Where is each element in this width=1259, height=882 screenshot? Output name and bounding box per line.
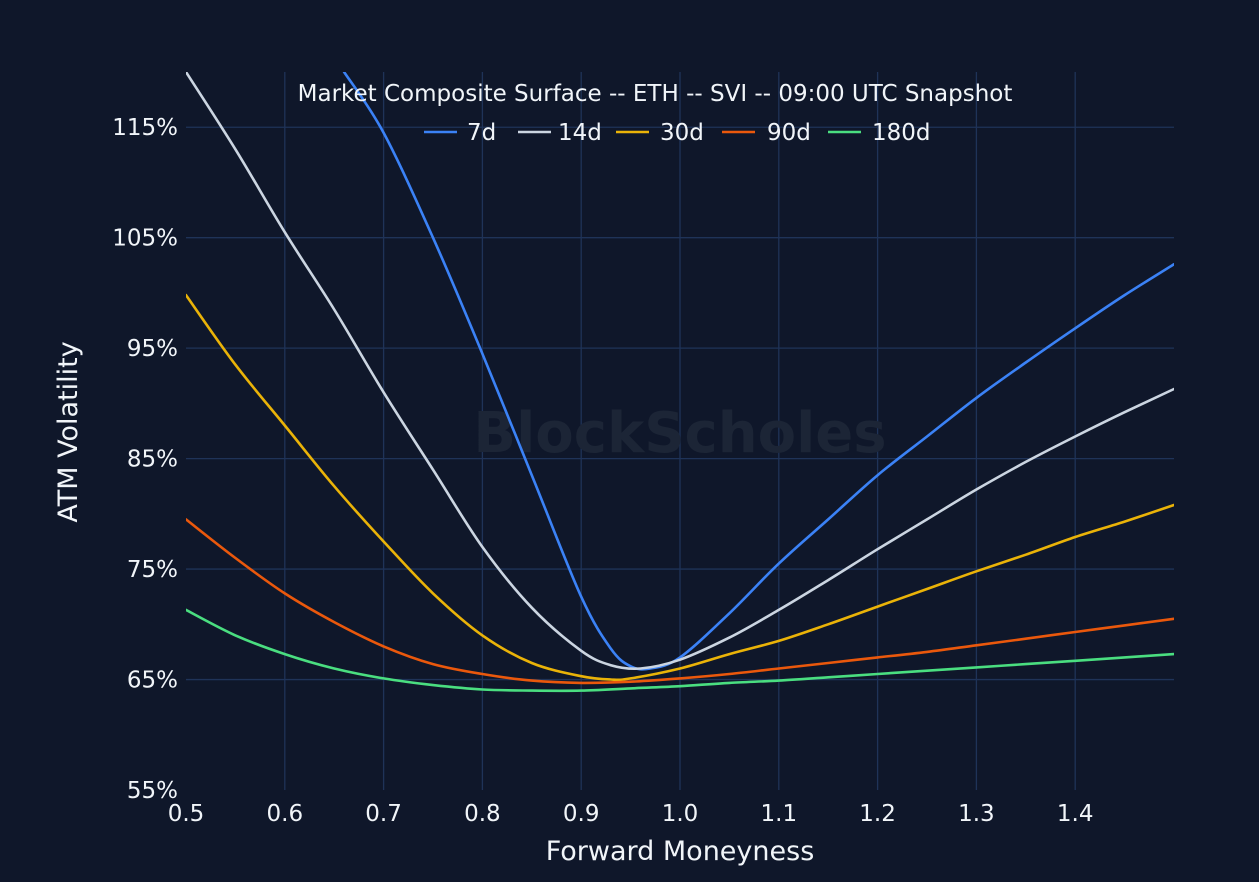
y-tick-label: 65% [127, 668, 178, 694]
x-tick-label: 0.7 [365, 801, 402, 827]
x-tick-label: 1.0 [662, 801, 699, 827]
series-line-180d [186, 608, 1174, 693]
watermark: BlockScholes [473, 401, 886, 466]
series-line-14d [186, 72, 1174, 671]
x-tick-label: 0.8 [464, 801, 501, 827]
series-lines [186, 72, 1174, 693]
x-tick-label: 0.9 [563, 801, 600, 827]
y-tick-label: 105% [112, 226, 178, 252]
y-tick-label: 85% [127, 447, 178, 473]
y-tick-label: 95% [127, 336, 178, 362]
legend-label-7d: 7d [467, 120, 496, 146]
y-tick-label: 115% [112, 115, 178, 141]
y-axis-title: ATM Volatility [53, 341, 84, 522]
legend-label-30d: 30d [660, 120, 704, 146]
legend-label-14d: 14d [558, 120, 602, 146]
x-tick-label: 1.3 [958, 801, 995, 827]
series-line-30d [186, 293, 1174, 682]
legend-label-180d: 180d [872, 120, 931, 146]
x-axis-ticks: 0.5 0.6 0.7 0.8 0.9 1.0 1.1 1.2 1.3 1.4 [168, 801, 1094, 827]
y-tick-label: 75% [127, 557, 178, 583]
y-tick-label: 55% [127, 778, 178, 804]
x-tick-label: 1.4 [1057, 801, 1094, 827]
chart-title: Market Composite Surface -- ETH -- SVI -… [298, 81, 1013, 107]
x-tick-label: 1.2 [859, 801, 896, 827]
x-axis-title: Forward Moneyness [546, 836, 815, 867]
x-tick-label: 1.1 [761, 801, 798, 827]
legend: 7d 14d 30d 90d 180d [424, 120, 931, 146]
legend-label-90d: 90d [767, 120, 811, 146]
x-tick-label: 0.6 [267, 801, 304, 827]
series-line-90d [186, 518, 1174, 685]
series-line-7d [342, 72, 1174, 671]
x-tick-label: 0.5 [168, 801, 205, 827]
y-axis-ticks: 55% 65% 75% 85% 95% 105% 115% [112, 115, 178, 804]
